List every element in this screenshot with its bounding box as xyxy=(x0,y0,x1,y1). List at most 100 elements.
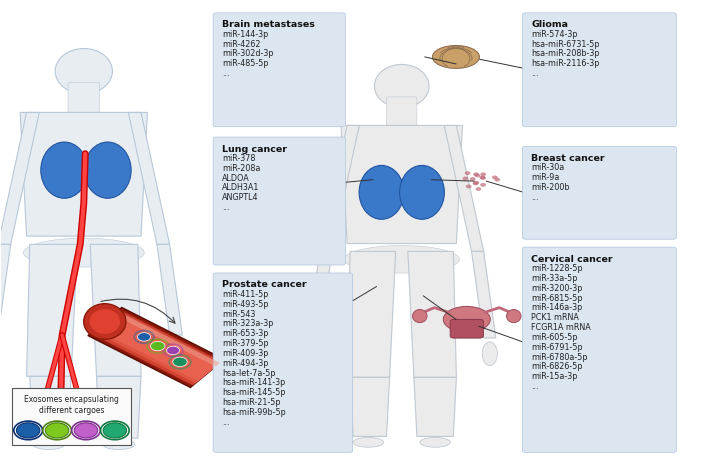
Polygon shape xyxy=(350,377,390,437)
Text: miR-543: miR-543 xyxy=(222,310,255,319)
Ellipse shape xyxy=(432,46,479,68)
Ellipse shape xyxy=(473,181,479,185)
Ellipse shape xyxy=(294,160,329,211)
Ellipse shape xyxy=(474,173,480,177)
Text: miR-302d-3p: miR-302d-3p xyxy=(222,49,274,58)
Text: hsa-miR-141-3p: hsa-miR-141-3p xyxy=(222,378,285,387)
Ellipse shape xyxy=(103,439,135,449)
Ellipse shape xyxy=(400,165,445,219)
Text: ...: ... xyxy=(222,69,230,78)
Ellipse shape xyxy=(303,324,342,343)
Text: miR-208a: miR-208a xyxy=(222,164,260,173)
Text: Lung cancer: Lung cancer xyxy=(222,145,287,154)
Text: miR-494-3p: miR-494-3p xyxy=(222,359,268,368)
Text: ...: ... xyxy=(531,69,539,78)
Polygon shape xyxy=(0,112,39,244)
Ellipse shape xyxy=(476,187,481,191)
Text: Brain metastases: Brain metastases xyxy=(222,20,315,30)
Text: Exosomes encapsulating
different cargoes: Exosomes encapsulating different cargoes xyxy=(24,395,119,415)
FancyBboxPatch shape xyxy=(68,83,99,113)
Polygon shape xyxy=(414,377,456,437)
Polygon shape xyxy=(88,307,224,387)
Text: hsa-miR-2116-3p: hsa-miR-2116-3p xyxy=(531,59,599,68)
Text: Cervical cancer: Cervical cancer xyxy=(531,255,613,264)
Text: PCK1 mRNA: PCK1 mRNA xyxy=(531,313,579,322)
Ellipse shape xyxy=(480,172,486,176)
Text: miR-485-5p: miR-485-5p xyxy=(222,59,269,68)
Polygon shape xyxy=(113,311,220,367)
Text: miR-30a: miR-30a xyxy=(531,163,564,172)
Text: miR-33a-5p: miR-33a-5p xyxy=(531,274,578,283)
Ellipse shape xyxy=(466,185,471,188)
Ellipse shape xyxy=(482,342,497,366)
Text: miR-323a-3p: miR-323a-3p xyxy=(222,319,273,329)
Ellipse shape xyxy=(443,306,490,332)
Polygon shape xyxy=(445,125,484,251)
Text: miR-605-5p: miR-605-5p xyxy=(531,333,578,342)
Text: miR-3200-3p: miR-3200-3p xyxy=(531,284,583,293)
Ellipse shape xyxy=(33,439,64,449)
Text: hsa-let-7a-5p: hsa-let-7a-5p xyxy=(222,368,275,377)
Ellipse shape xyxy=(151,341,165,351)
Text: miR-144-3p: miR-144-3p xyxy=(222,30,268,39)
Ellipse shape xyxy=(167,346,180,355)
Polygon shape xyxy=(408,251,456,377)
Ellipse shape xyxy=(84,304,126,339)
Ellipse shape xyxy=(281,46,328,68)
Text: miR-6826-5p: miR-6826-5p xyxy=(531,362,583,371)
Text: miR-574-3p: miR-574-3p xyxy=(531,30,578,39)
Polygon shape xyxy=(0,244,11,335)
Ellipse shape xyxy=(75,423,98,438)
Text: ...: ... xyxy=(222,203,230,212)
FancyBboxPatch shape xyxy=(523,147,676,239)
Ellipse shape xyxy=(168,339,184,364)
Text: miR-200b: miR-200b xyxy=(531,183,570,192)
Ellipse shape xyxy=(473,172,479,176)
FancyBboxPatch shape xyxy=(523,247,676,453)
Text: miR-493-5p: miR-493-5p xyxy=(222,300,269,309)
Text: FCGR1A mRNA: FCGR1A mRNA xyxy=(531,323,591,332)
Text: miR-6780a-5p: miR-6780a-5p xyxy=(531,352,588,361)
Text: hsa-miR-99b-5p: hsa-miR-99b-5p xyxy=(222,408,285,417)
Text: miR-4262: miR-4262 xyxy=(222,39,261,48)
FancyBboxPatch shape xyxy=(213,13,345,127)
Ellipse shape xyxy=(90,309,120,334)
Text: miR-653-3p: miR-653-3p xyxy=(222,329,268,338)
Text: miR-378: miR-378 xyxy=(222,154,255,163)
Ellipse shape xyxy=(494,178,500,181)
Polygon shape xyxy=(90,310,222,385)
Text: ALDOA: ALDOA xyxy=(222,173,250,183)
Text: hsa-miR-21-5p: hsa-miR-21-5p xyxy=(222,398,280,407)
Text: Prostate cancer: Prostate cancer xyxy=(222,281,306,290)
Polygon shape xyxy=(96,314,216,381)
Ellipse shape xyxy=(413,310,427,322)
Ellipse shape xyxy=(297,311,348,337)
Text: miR-146a-3p: miR-146a-3p xyxy=(531,304,582,313)
Text: Breast cancer: Breast cancer xyxy=(531,154,605,163)
Text: ...: ... xyxy=(531,382,539,391)
Ellipse shape xyxy=(374,64,429,108)
Ellipse shape xyxy=(46,423,69,438)
Text: miR-6815-5p: miR-6815-5p xyxy=(531,294,583,303)
Ellipse shape xyxy=(465,171,471,175)
Ellipse shape xyxy=(473,181,479,185)
Text: Glioma: Glioma xyxy=(531,20,568,30)
Polygon shape xyxy=(308,251,332,338)
Text: miR-409-3p: miR-409-3p xyxy=(222,349,268,358)
Ellipse shape xyxy=(103,423,127,438)
Ellipse shape xyxy=(420,438,450,447)
Text: hsa-miR-208b-3p: hsa-miR-208b-3p xyxy=(531,49,599,58)
Polygon shape xyxy=(471,251,496,338)
Polygon shape xyxy=(30,376,71,438)
Polygon shape xyxy=(347,251,396,377)
Polygon shape xyxy=(128,112,169,244)
Ellipse shape xyxy=(463,177,468,180)
FancyBboxPatch shape xyxy=(450,319,484,338)
Text: ...: ... xyxy=(531,193,539,202)
Ellipse shape xyxy=(306,342,321,366)
FancyBboxPatch shape xyxy=(213,137,345,265)
FancyBboxPatch shape xyxy=(523,13,676,127)
Text: ANGPTL4: ANGPTL4 xyxy=(222,193,258,202)
Ellipse shape xyxy=(173,357,188,367)
Polygon shape xyxy=(96,376,141,438)
